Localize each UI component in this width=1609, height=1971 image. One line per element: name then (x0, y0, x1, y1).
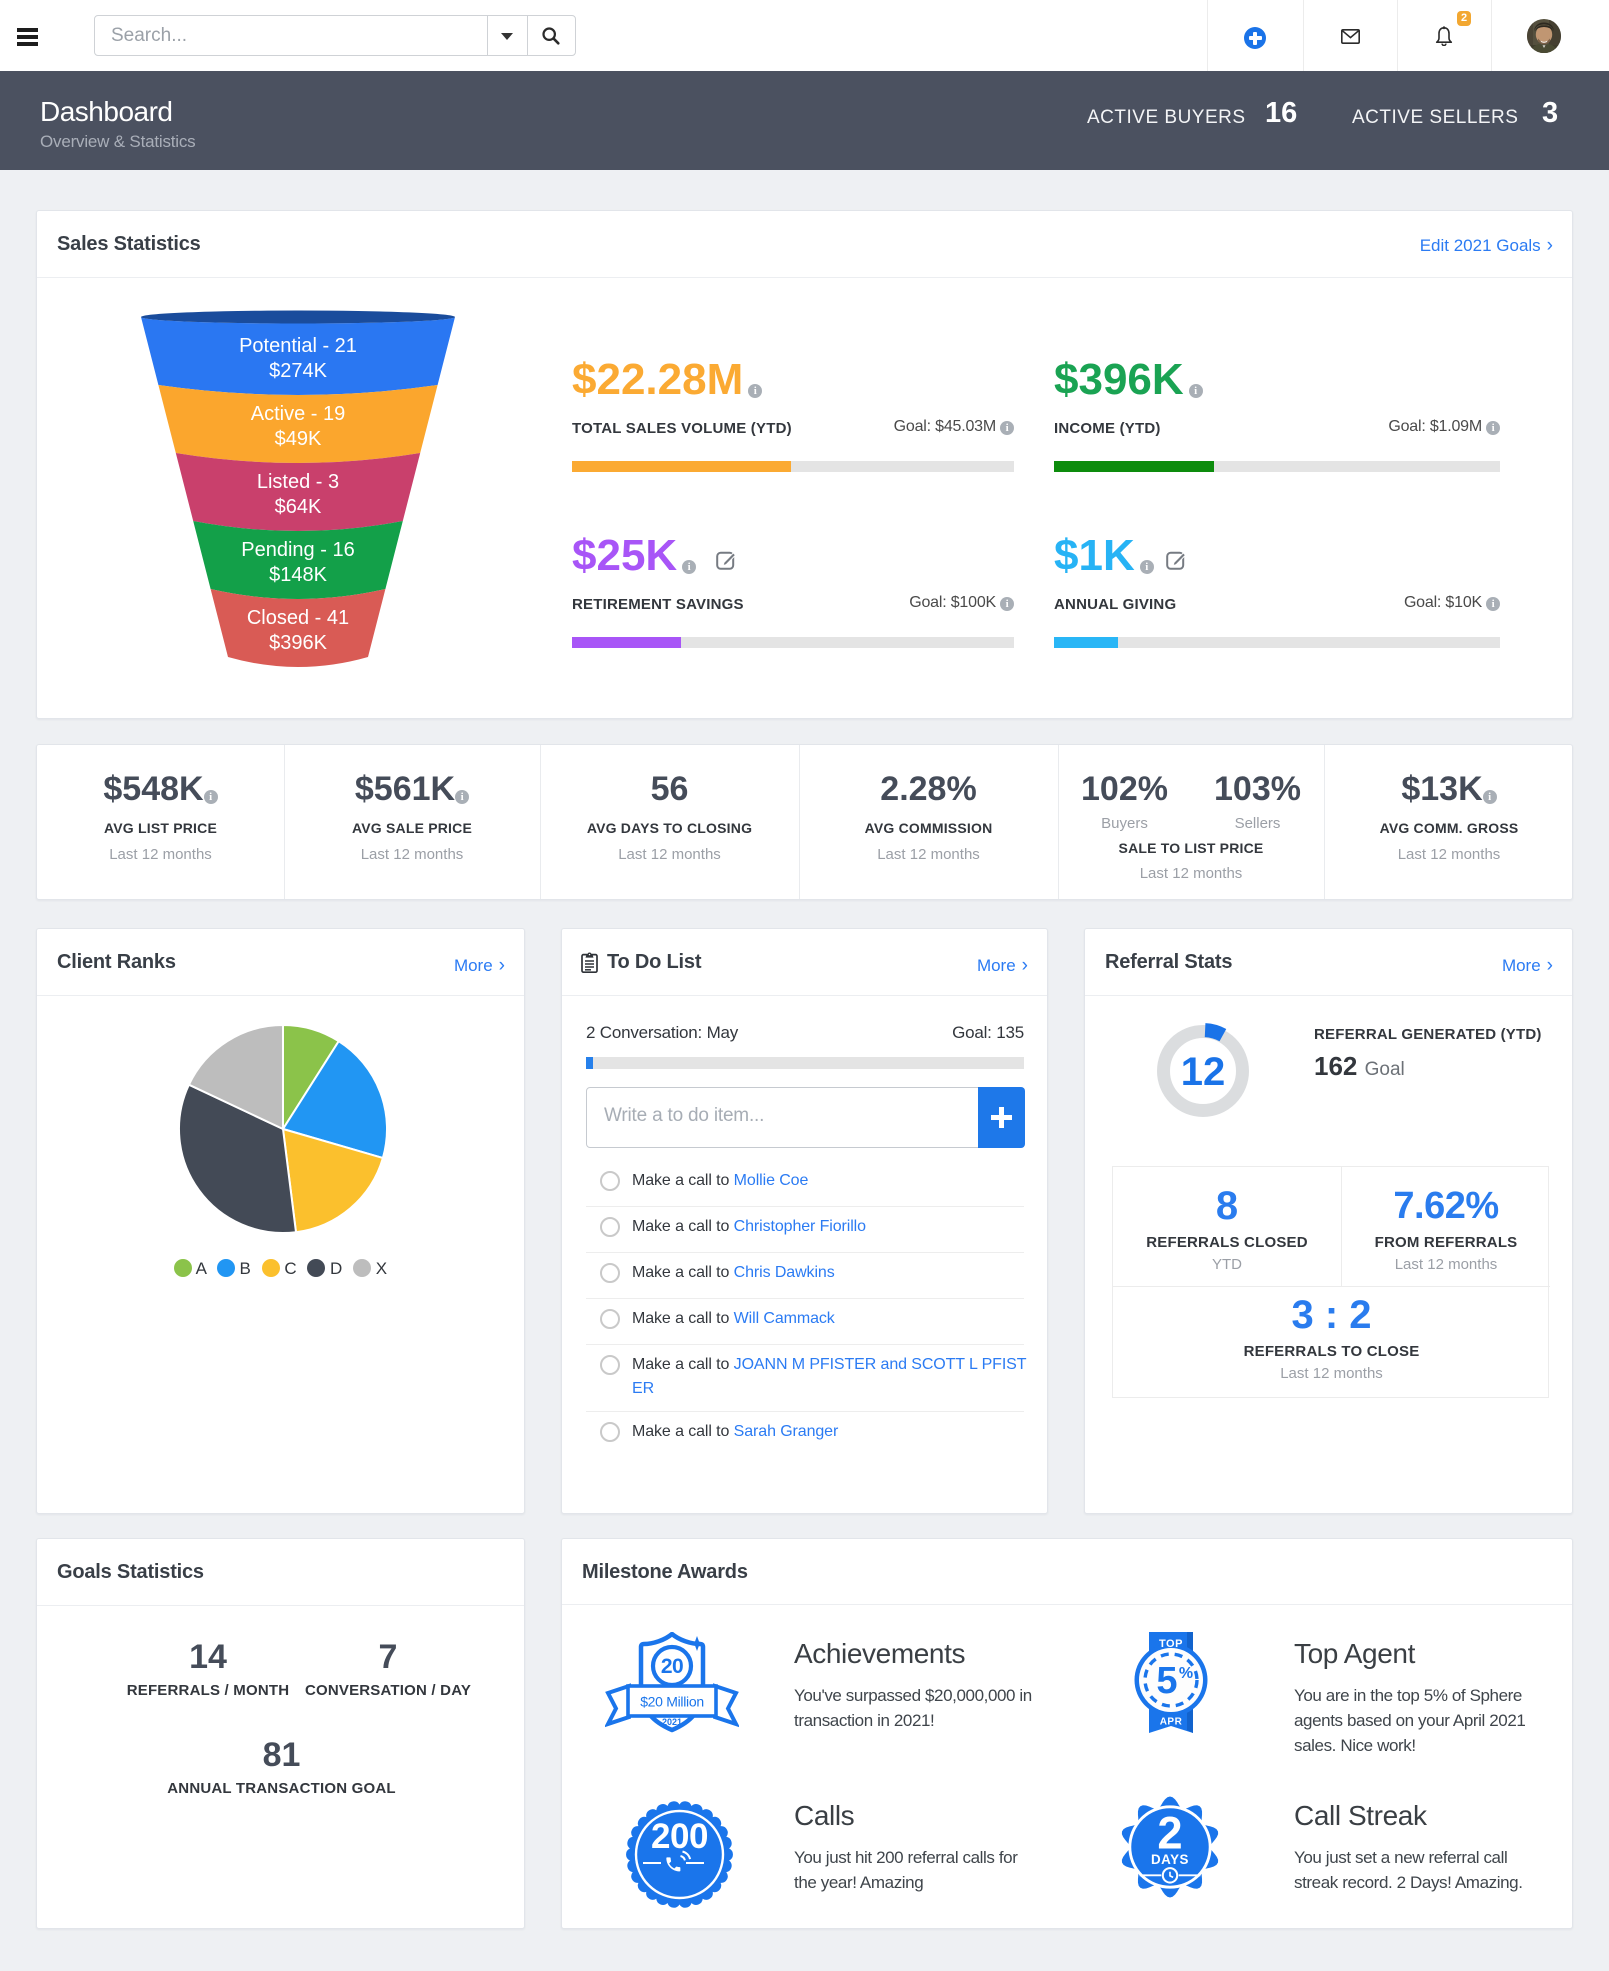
svg-text:%: % (1179, 1665, 1193, 1682)
svg-text:Potential - 21: Potential - 21 (239, 335, 357, 357)
svg-text:200: 200 (651, 1817, 708, 1856)
svg-text:Pending - 16: Pending - 16 (241, 539, 354, 561)
svg-text:Listed - 3: Listed - 3 (257, 471, 339, 493)
svg-text:12: 12 (1181, 1050, 1226, 1094)
svg-text:APR: APR (1160, 1717, 1183, 1728)
svg-text:$148K: $148K (269, 564, 327, 586)
svg-text:5: 5 (1156, 1660, 1177, 1702)
svg-text:2: 2 (1157, 1808, 1182, 1859)
svg-text:$49K: $49K (275, 428, 322, 450)
svg-text:2021: 2021 (662, 1717, 682, 1727)
svg-text:$64K: $64K (275, 496, 322, 518)
svg-text:20: 20 (661, 1655, 683, 1678)
svg-text:$20 Million: $20 Million (640, 1694, 704, 1710)
svg-text:TOP: TOP (1159, 1638, 1183, 1650)
svg-text:$274K: $274K (269, 360, 327, 382)
svg-text:Closed - 41: Closed - 41 (247, 607, 349, 629)
svg-text:$396K: $396K (269, 632, 327, 654)
svg-text:DAYS: DAYS (1151, 1852, 1189, 1867)
svg-text:Active - 19: Active - 19 (251, 403, 345, 425)
